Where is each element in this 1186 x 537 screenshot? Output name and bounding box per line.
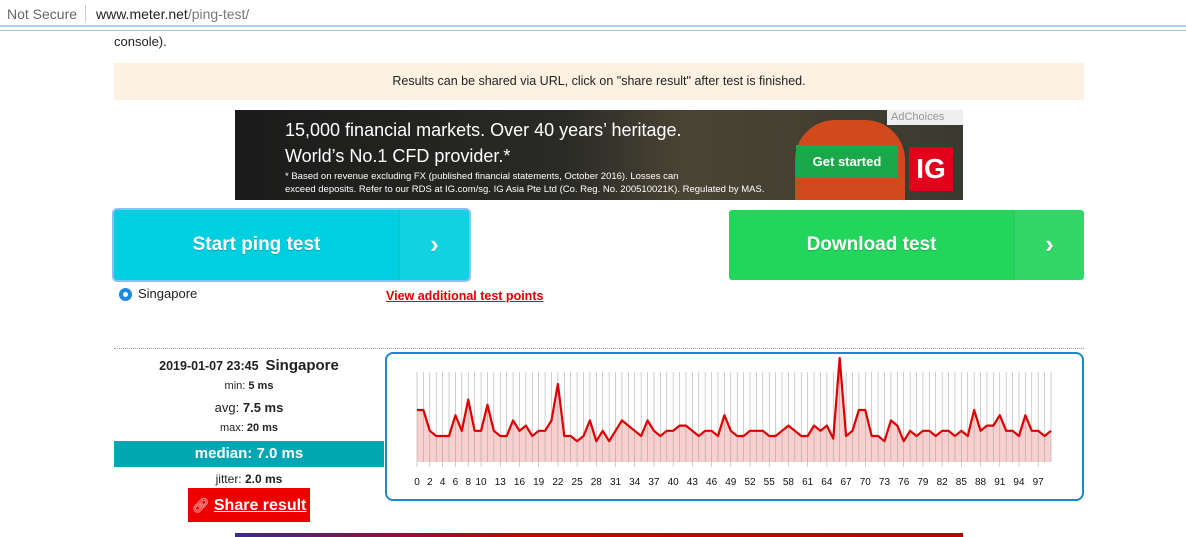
adchoices-link[interactable]: AdChoices [887,110,963,125]
result-datetime: 2019-01-07 23:45 [159,359,259,373]
x-tick-label: 67 [841,477,853,488]
min-value: 5 ms [248,380,274,392]
x-tick-label: 61 [802,477,814,488]
button-label: Download test [806,234,937,255]
location-radio[interactable] [119,288,132,301]
avg-value: 7.5 ms [242,400,284,415]
x-tick-label: 52 [744,477,756,488]
result-summary: 2019-01-07 23:45 Singapore min: 5 ms avg… [114,355,384,490]
ping-chart-panel: 0 2 4 6 8 10 13 16 19 22 25 28 31 34 37 40 43 46 49 52 55 58 6… [385,352,1084,501]
ad-get-started-button[interactable]: Get started [796,145,898,178]
location-label: Singapore [138,286,198,301]
min-label: min: [224,380,246,392]
x-tick-label: 31 [610,477,622,488]
x-tick-label: 70 [860,477,872,488]
x-tick-label: 91 [994,477,1006,488]
ad-disclaimer-2: exceed deposits. Refer to our RDS at IG.… [285,184,765,195]
share-label: Share result [213,497,307,514]
url-path: /ping-test/ [187,6,250,22]
view-additional-test-points-link[interactable]: View additional test points [386,289,544,303]
x-tick-label: 10 [475,477,487,488]
x-tick-label: 55 [764,477,776,488]
intro-text: console). [114,34,167,49]
start-ping-test-button[interactable]: Start ping test › [114,210,469,280]
link-icon: 🔗︎ [191,497,210,513]
x-tick-label: 94 [1013,477,1025,488]
address-bar[interactable]: Not Secure www.meter.net/ping-test/ [0,0,1186,27]
x-tick-label: 2 [427,477,433,488]
url-host: www.meter.net [96,6,188,22]
x-tick-label: 0 [414,477,420,488]
divider [114,348,1084,349]
x-tick-label: 40 [668,477,680,488]
x-tick-label: 58 [783,477,795,488]
max-label: max: [219,422,244,434]
x-tick-label: 37 [648,477,660,488]
x-tick-label: 88 [975,477,987,488]
x-tick-label: 34 [629,477,641,488]
chevron-right-icon: › [399,210,469,280]
x-tick-label: 76 [898,477,910,488]
x-tick-label: 6 [453,477,459,488]
x-tick-label: 79 [917,477,929,488]
divider [85,5,86,22]
x-tick-label: 43 [687,477,699,488]
max-value: 20 ms [246,422,279,434]
x-tick-label: 25 [572,477,584,488]
x-tick-label: 19 [533,477,545,488]
button-label: Start ping test [192,234,321,255]
advertisement-banner-bottom [235,533,963,537]
x-tick-label: 49 [725,477,737,488]
ping-chart: 0 2 4 6 8 10 13 16 19 22 25 28 31 34 37 40 43 46 49 52 55 58 6… [414,356,1052,488]
x-tick-label: 82 [937,477,949,488]
download-test-button[interactable]: Download test › [729,210,1084,280]
chart-series-line [417,356,1052,443]
ad-disclaimer: * Based on revenue excluding FX (publish… [285,171,679,182]
x-tick-label: 4 [440,477,446,488]
not-secure-label: Not Secure [7,6,78,22]
x-tick-label: 16 [514,477,526,488]
x-tick-label: 46 [706,477,718,488]
median-value: 7.0 ms [256,445,304,462]
chevron-right-icon: › [1014,210,1084,280]
chart-area-fill [417,358,1051,462]
x-tick-label: 85 [956,477,968,488]
share-notice: Results can be shared via URL, click on … [114,63,1084,100]
x-tick-label: 28 [591,477,603,488]
x-tick-label: 13 [495,477,507,488]
x-tick-label: 64 [821,477,833,488]
result-location: Singapore [265,357,339,374]
advertisement-banner[interactable]: 15,000 financial markets. Over 40 years’… [235,110,963,200]
median-label: median: [194,445,253,462]
url-text[interactable]: www.meter.net/ping-test/ [96,6,249,22]
x-tick-label: 97 [1033,477,1045,488]
x-tick-label: 8 [465,477,471,488]
divider [0,30,1186,31]
jitter-label: jitter: [215,472,242,486]
x-tick-label: 73 [879,477,891,488]
share-result-button[interactable]: 🔗︎ Share result [188,488,310,522]
ig-logo: IG [909,147,953,191]
avg-label: avg: [214,400,240,415]
jitter-value: 2.0 ms [245,472,283,486]
x-tick-label: 22 [552,477,564,488]
ad-headline-2: World’s No.1 CFD provider.* [285,146,511,166]
ad-headline: 15,000 financial markets. Over 40 years’… [285,120,682,140]
